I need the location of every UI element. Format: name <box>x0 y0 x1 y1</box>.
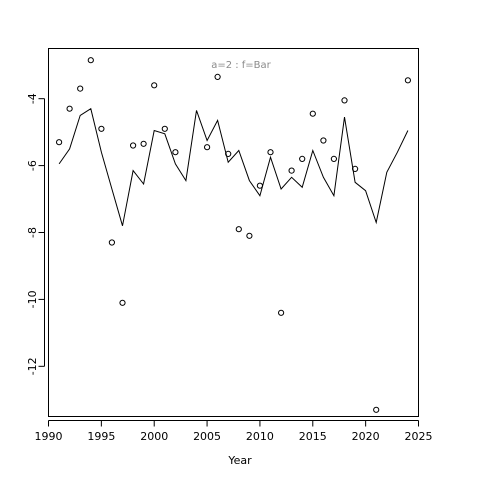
y-tick-label: -4 <box>26 93 39 104</box>
x-axis-title: Year <box>227 454 252 467</box>
data-point <box>56 139 63 146</box>
data-point <box>235 226 242 233</box>
data-point <box>288 167 295 174</box>
y-tick-label: -6 <box>26 160 39 171</box>
data-point <box>77 85 84 92</box>
series-line <box>58 107 409 226</box>
data-point <box>256 182 263 189</box>
data-point <box>87 57 94 64</box>
x-tick-label: 2010 <box>246 430 274 443</box>
data-point <box>98 125 105 132</box>
x-tick-label: 2025 <box>405 430 433 443</box>
y-axis: -12 -10 -8 -6 -4 <box>26 93 45 375</box>
x-tick-label: 1990 <box>35 430 63 443</box>
data-series <box>56 57 411 413</box>
data-point <box>309 110 316 117</box>
data-point <box>404 77 411 84</box>
y-tick-label: -10 <box>26 290 39 308</box>
data-point <box>341 97 348 104</box>
data-point <box>373 406 380 413</box>
data-point <box>108 239 116 246</box>
data-point <box>299 155 306 162</box>
x-tick-label: 1995 <box>87 430 115 443</box>
plot-box <box>48 48 419 417</box>
data-point <box>119 299 126 306</box>
data-point <box>140 140 147 147</box>
data-point <box>246 232 253 239</box>
y-tick-label: -8 <box>26 227 39 238</box>
data-point <box>151 82 158 89</box>
x-axis: 1990 1995 2000 2005 2010 2015 2020 2025 <box>35 420 433 443</box>
data-point <box>130 142 137 149</box>
data-point <box>172 149 179 156</box>
data-point <box>214 73 221 81</box>
data-point <box>267 149 274 156</box>
data-point <box>66 105 73 112</box>
data-point <box>161 125 168 132</box>
y-tick-label: -12 <box>26 357 39 375</box>
x-tick-label: 2020 <box>352 430 380 443</box>
chart-title: a=2 : f=Bar <box>211 60 271 71</box>
data-point <box>204 144 211 151</box>
x-tick-label: 2005 <box>193 430 221 443</box>
data-point <box>352 165 359 172</box>
data-point <box>320 137 327 144</box>
x-tick-label: 2000 <box>140 430 168 443</box>
data-point <box>278 309 285 316</box>
data-point <box>225 150 232 157</box>
x-tick-label: 2015 <box>299 430 327 443</box>
data-point <box>330 155 337 162</box>
